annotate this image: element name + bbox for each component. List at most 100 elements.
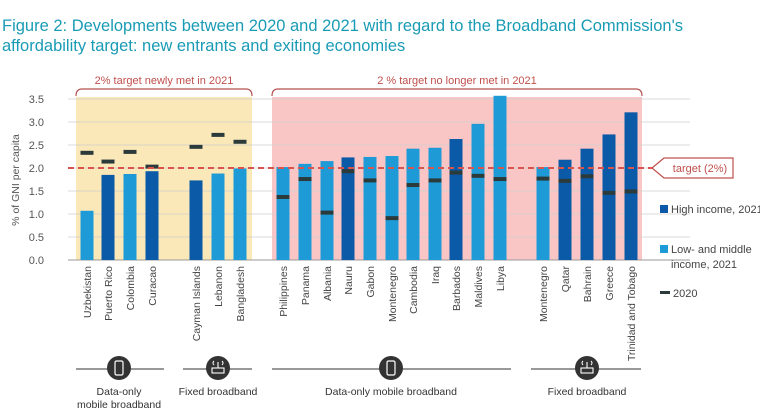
group-label: Fixed broadband <box>548 386 627 398</box>
marker-2020 <box>145 164 159 169</box>
bar-2021 <box>385 156 399 260</box>
mobile-phone-icon <box>114 360 124 376</box>
marker-2020 <box>558 178 572 183</box>
legend-label-2020: 2020 <box>673 288 697 300</box>
bar-2021 <box>406 148 420 260</box>
y-tick-label: 2.0 <box>29 163 44 175</box>
x-tick-label: Curacao <box>147 266 159 306</box>
x-tick-label: Maldives <box>473 266 485 307</box>
group-icon-circle <box>107 356 131 380</box>
group-label-line: Data-only <box>97 386 143 398</box>
bar-2021 <box>341 157 355 260</box>
region-bracket <box>271 88 643 97</box>
legend-swatch-high-income <box>660 205 668 213</box>
y-tick-label: 0.0 <box>29 255 44 267</box>
group-label-line: Fixed broadband <box>548 386 627 398</box>
y-tick-label: 3.5 <box>29 94 44 106</box>
group-label-line: Data-only mobile broadband <box>325 386 457 398</box>
marker-2020 <box>493 177 507 182</box>
x-tick-label: Uzbekistan <box>82 266 94 318</box>
y-tick-label: 2.5 <box>29 140 44 152</box>
marker-2020 <box>189 144 203 149</box>
bar-2021 <box>233 168 247 260</box>
bar-2021 <box>580 148 594 260</box>
target-callout <box>651 157 734 179</box>
bar-2021 <box>363 156 377 260</box>
x-tick-label: Greece <box>604 266 616 301</box>
y-tick-label: 1.5 <box>29 186 44 198</box>
marker-2020 <box>580 174 594 179</box>
region-bracket <box>75 88 253 97</box>
x-tick-label: Qatar <box>560 266 572 293</box>
x-tick-label: Trinidad and Tobago <box>626 266 638 361</box>
bar-2021 <box>624 112 638 260</box>
y-tick-label: 3.0 <box>29 117 44 129</box>
x-tick-label: Barbados <box>451 266 463 311</box>
router-icon <box>580 360 594 374</box>
marker-2020 <box>211 132 225 137</box>
group-label-line: mobile broadband <box>77 399 161 411</box>
marker-2020 <box>385 216 399 221</box>
bar-2021 <box>211 173 225 260</box>
bar-2021 <box>189 180 203 260</box>
marker-2020 <box>233 139 247 144</box>
group-label-line: Fixed broadband <box>179 386 258 398</box>
x-tick-label: Libya <box>495 266 507 291</box>
legend-swatch-2020 <box>660 291 670 294</box>
bar-2021 <box>428 147 442 260</box>
x-tick-label: Lebanon <box>213 266 225 307</box>
bar-2021 <box>298 163 312 260</box>
x-tick-label: Albania <box>322 266 334 301</box>
router-waves <box>581 360 593 366</box>
region-label: 2% target newly met in 2021 <box>95 75 234 87</box>
marker-2020 <box>428 178 442 183</box>
router-icon <box>211 360 225 374</box>
chart-title: Figure 2: Developments between 2020 and … <box>2 17 683 55</box>
marker-2020 <box>536 176 550 181</box>
target-label: target (2%) <box>673 163 727 175</box>
y-axis-label: % of GNI per capita <box>10 134 22 226</box>
x-tick-label: Panama <box>300 266 312 305</box>
bar-2021 <box>536 167 550 260</box>
x-tick-label: Puerto Rico <box>103 266 115 321</box>
x-tick-label: Cayman Islands <box>191 266 203 341</box>
marker-2020 <box>298 177 312 182</box>
marker-2020 <box>449 170 463 175</box>
bar-2021 <box>320 161 334 260</box>
bar-2021 <box>449 139 463 260</box>
marker-2020 <box>602 190 616 195</box>
x-tick-label: Cambodia <box>408 266 420 314</box>
group-label: Data-only mobile broadband <box>77 386 161 411</box>
x-tick-label: Nauru <box>343 266 355 295</box>
x-tick-label: Bahrain <box>582 266 594 302</box>
legend-swatch-low-middle-income <box>660 245 668 253</box>
group-label: Data-only mobile broadband <box>325 386 457 398</box>
marker-2020 <box>101 159 115 164</box>
bar-2021 <box>80 210 94 260</box>
marker-2020 <box>80 150 94 155</box>
legend-label-line: income, 2021 <box>671 259 737 271</box>
marker-2020 <box>341 169 355 174</box>
bar-2021 <box>558 159 572 260</box>
marker-2020 <box>363 178 377 183</box>
mobile-phone-icon <box>386 360 396 376</box>
legend-label-low-middle-income: Low- and middle income, 2021 <box>671 244 752 271</box>
bar-2021 <box>123 173 137 260</box>
x-tick-label: Montenegro <box>538 266 550 322</box>
bar-2021 <box>602 134 616 260</box>
marker-2020 <box>471 173 485 178</box>
marker-2020 <box>276 194 290 199</box>
x-tick-label: Bangladesh <box>235 266 247 322</box>
y-tick-label: 1.0 <box>29 209 44 221</box>
marker-2020 <box>123 149 137 154</box>
legend-label-high-income: High income, 2021 <box>671 204 760 216</box>
marker-2020 <box>406 183 420 188</box>
bar-2021 <box>101 174 115 260</box>
x-tick-label: Iraq <box>430 266 442 284</box>
y-tick-label: 0.5 <box>29 232 44 244</box>
legend-label-line: Low- and middle <box>671 244 752 256</box>
marker-2020 <box>320 210 334 215</box>
group-icon-circle <box>379 356 403 380</box>
